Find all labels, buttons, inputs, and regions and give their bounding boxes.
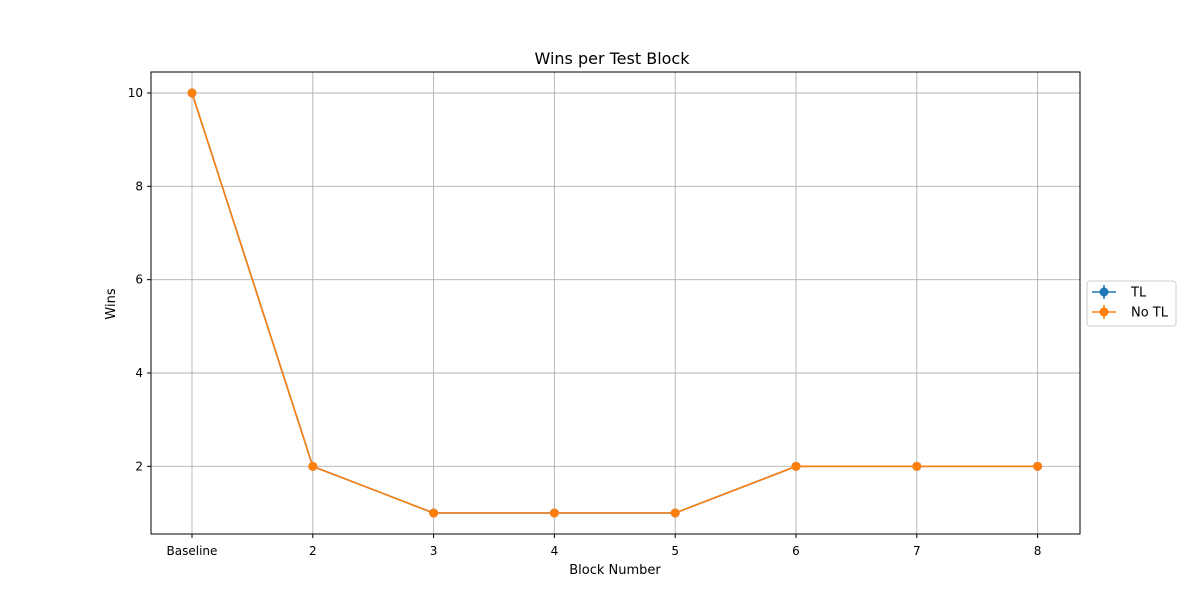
data-point bbox=[912, 461, 922, 471]
y-tick-label: 8 bbox=[135, 179, 143, 193]
plot-frame bbox=[150, 71, 1081, 535]
x-tick-label: Baseline bbox=[167, 544, 218, 558]
y-tick-label: 2 bbox=[135, 459, 143, 473]
data-point bbox=[308, 461, 318, 471]
data-point bbox=[429, 508, 439, 518]
legend-label: TL bbox=[1130, 286, 1147, 301]
x-tick-label: 8 bbox=[1034, 544, 1042, 558]
data-point bbox=[791, 461, 801, 471]
series-tl bbox=[187, 88, 1043, 518]
x-tick-label: 3 bbox=[430, 544, 438, 558]
x-tick-label: 7 bbox=[913, 544, 921, 558]
x-tick-label: 2 bbox=[309, 544, 317, 558]
series-line bbox=[191, 92, 1038, 514]
axis-ticks: Baseline 2 3 4 5 6 7 8 2 4 6 8 10 bbox=[128, 86, 1042, 558]
y-tick-label: 4 bbox=[135, 366, 143, 380]
series-line bbox=[191, 92, 1038, 514]
x-tick-label: 6 bbox=[792, 544, 800, 558]
data-point bbox=[1033, 461, 1043, 471]
data-point bbox=[670, 508, 680, 518]
y-axis-label: Wins bbox=[104, 288, 119, 319]
legend-item: TL bbox=[1092, 285, 1147, 301]
y-tick-label: 10 bbox=[128, 86, 143, 100]
chart-title: Wins per Test Block bbox=[534, 49, 690, 68]
legend-item: No TL bbox=[1092, 305, 1169, 321]
series-layer bbox=[187, 88, 1043, 518]
series-no-tl bbox=[187, 88, 1043, 518]
legend-marker bbox=[1099, 307, 1109, 317]
legend-label: No TL bbox=[1131, 306, 1169, 321]
x-axis-label: Block Number bbox=[569, 563, 661, 578]
x-tick-label: 5 bbox=[671, 544, 679, 558]
legend: TL No TL bbox=[1086, 280, 1177, 327]
y-tick-label: 6 bbox=[135, 273, 143, 287]
legend-marker bbox=[1099, 287, 1109, 297]
data-point bbox=[549, 508, 559, 518]
grid-lines bbox=[151, 72, 1080, 534]
x-tick-label: 4 bbox=[551, 544, 559, 558]
data-point bbox=[187, 88, 197, 98]
